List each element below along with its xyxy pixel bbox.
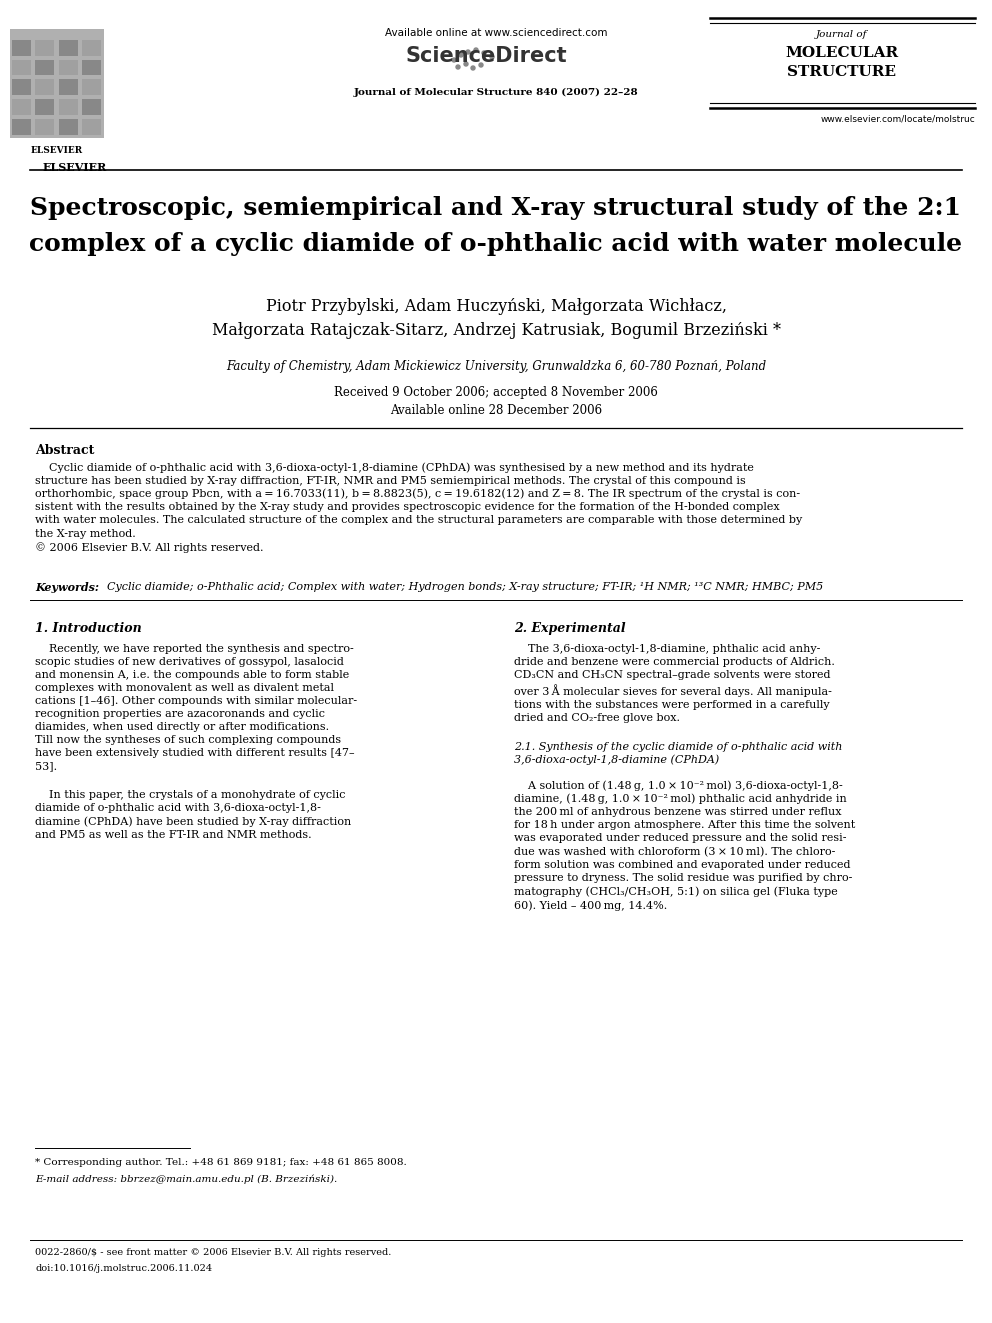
Circle shape [459,53,463,57]
Text: Cyclic diamide; ο-Phthalic acid; Complex with water; Hydrogen bonds; X-ray struc: Cyclic diamide; ο-Phthalic acid; Complex… [100,582,823,591]
Text: Journal of Molecular Structure 840 (2007) 22–28: Journal of Molecular Structure 840 (2007… [354,89,638,97]
Bar [59,40,77,56]
Text: 1. Introduction: 1. Introduction [35,622,142,635]
Text: A solution of (1.48 g, 1.0 × 10⁻² mol) 3,6-dioxa-octyl-1,8-
diamine, (1.48 g, 1.: A solution of (1.48 g, 1.0 × 10⁻² mol) 3… [514,781,855,910]
Text: Keywords:: Keywords: [35,582,99,593]
Bar [12,79,31,95]
Circle shape [456,65,460,69]
Bar [36,119,55,135]
Circle shape [452,58,456,62]
Text: STRUCTURE: STRUCTURE [788,65,897,79]
Circle shape [490,56,494,60]
Circle shape [466,50,470,54]
Bar [12,99,31,115]
Bar [36,40,55,56]
Bar [59,60,77,75]
Text: Available online 28 December 2006: Available online 28 December 2006 [390,404,602,417]
Bar [59,99,77,115]
Text: ELSEVIER: ELSEVIER [43,161,107,173]
Bar [82,60,101,75]
Bar [36,99,55,115]
Text: Recently, we have reported the synthesis and spectro-
scopic studies of new deri: Recently, we have reported the synthesis… [35,644,357,771]
Bar [59,119,77,135]
Text: The 3,6-dioxa-octyl-1,8-diamine, phthalic acid anhy-
dride and benzene were comm: The 3,6-dioxa-octyl-1,8-diamine, phthali… [514,644,835,724]
Bar [12,60,31,75]
Circle shape [464,62,468,66]
Text: Journal of: Journal of [816,30,868,38]
Text: Małgorzata Ratajczak-Sitarz, Andrzej Katrusiak, Bogumil Brzeziński *: Małgorzata Ratajczak-Sitarz, Andrzej Kat… [211,321,781,339]
Text: Abstract: Abstract [35,445,94,456]
Bar [82,79,101,95]
Circle shape [474,48,478,52]
Text: complex of a cyclic diamide of ο-phthalic acid with water molecule: complex of a cyclic diamide of ο-phthali… [30,232,962,255]
Text: www.elsevier.com/locate/molstruc: www.elsevier.com/locate/molstruc [820,115,975,124]
Bar [36,60,55,75]
Bar [82,40,101,56]
Text: 0022-2860/$ - see front matter © 2006 Elsevier B.V. All rights reserved.: 0022-2860/$ - see front matter © 2006 El… [35,1248,392,1257]
Bar [12,119,31,135]
Bar [12,40,31,56]
Text: ELSEVIER: ELSEVIER [31,147,83,155]
Text: 2.1. Synthesis of the cyclic diamide of o-phthalic acid with
3,6-dioxa-octyl-1,8: 2.1. Synthesis of the cyclic diamide of … [514,742,842,765]
Bar [59,79,77,95]
Bar [82,99,101,115]
Bar [10,29,104,138]
Text: Piotr Przybylski, Adam Huczyński, Małgorzata Wichłacz,: Piotr Przybylski, Adam Huczyński, Małgor… [266,298,726,315]
Text: * Corresponding author. Tel.: +48 61 869 9181; fax: +48 61 865 8008.: * Corresponding author. Tel.: +48 61 869… [35,1158,407,1167]
Text: Cyclic diamide of ο-phthalic acid with 3,6-dioxa-octyl-1,8-diamine (CPhDA) was s: Cyclic diamide of ο-phthalic acid with 3… [35,462,803,553]
Text: MOLECULAR: MOLECULAR [786,46,899,60]
Text: Spectroscopic, semiempirical and X-ray structural study of the 2:1: Spectroscopic, semiempirical and X-ray s… [31,196,961,220]
Text: E-mail address: bbrzez@main.amu.edu.pl (B. Brzeziński).: E-mail address: bbrzez@main.amu.edu.pl (… [35,1175,337,1184]
Circle shape [482,52,486,56]
Circle shape [471,66,475,70]
Text: ScienceDirect: ScienceDirect [405,46,566,66]
Text: doi:10.1016/j.molstruc.2006.11.024: doi:10.1016/j.molstruc.2006.11.024 [35,1263,212,1273]
Text: Faculty of Chemistry, Adam Mickiewicz University, Grunwaldzka 6, 60-780 Poznań, : Faculty of Chemistry, Adam Mickiewicz Un… [226,360,766,373]
Bar [82,119,101,135]
Bar [36,79,55,95]
Text: In this paper, the crystals of a monohydrate of cyclic
diamide of ο-phthalic aci: In this paper, the crystals of a monohyd… [35,790,351,840]
Text: Available online at www.sciencedirect.com: Available online at www.sciencedirect.co… [385,28,607,38]
Text: 2. Experimental: 2. Experimental [514,622,626,635]
Text: Received 9 October 2006; accepted 8 November 2006: Received 9 October 2006; accepted 8 Nove… [334,386,658,400]
Circle shape [479,64,483,67]
